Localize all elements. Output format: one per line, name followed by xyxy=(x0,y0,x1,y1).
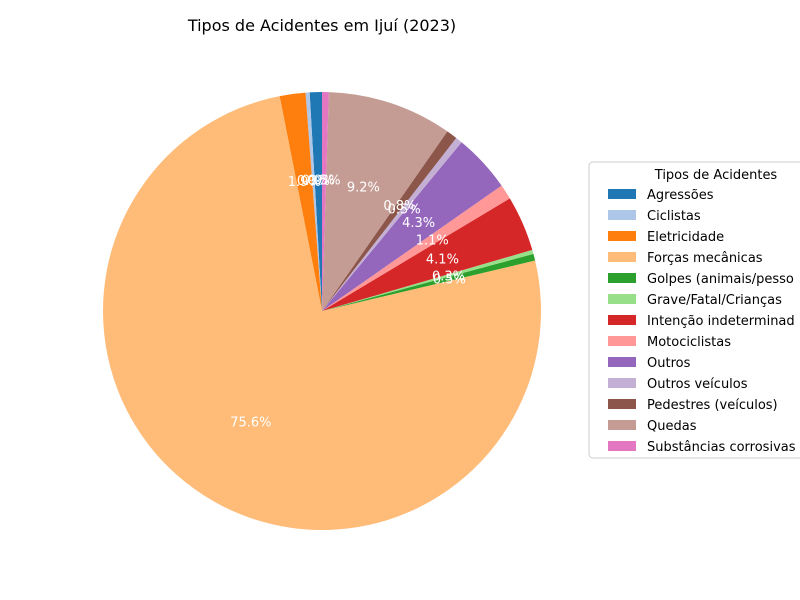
legend-label-forcas-mecanicas: Forças mecânicas xyxy=(647,251,763,266)
legend-swatch-outros-veiculos xyxy=(608,378,636,388)
slice-motociclistas xyxy=(322,185,510,311)
slice-outros-veiculos xyxy=(322,137,462,311)
percent-label-agressoes: 0.9% xyxy=(302,174,335,189)
percent-label-forcas-mecanicas: 75.6% xyxy=(230,416,271,431)
slice-outros xyxy=(322,142,502,311)
slice-forcas-mecanicas xyxy=(102,96,541,530)
legend-label-outros: Outros xyxy=(647,356,691,371)
legend-frame xyxy=(588,161,800,459)
slice-intencao-indeterminada xyxy=(322,198,533,311)
legend-label-substancias-corrosivas: Substâncias corrosivas xyxy=(647,440,796,455)
percent-label-golpes-animais-pessoas: 0.5% xyxy=(433,273,466,288)
legend-label-ciclistas: Ciclistas xyxy=(647,209,701,224)
legend-label-pedestres-veiculos: Pedestres (veículos) xyxy=(647,398,778,413)
legend-swatch-ciclistas xyxy=(608,210,636,220)
percent-label-pedestres-veiculos: 0.8% xyxy=(383,199,416,214)
legend-swatch-motociclistas xyxy=(608,336,636,346)
legend-swatch-golpes-animais-pessoas xyxy=(608,273,636,283)
percent-label-ciclistas: 0.3% xyxy=(297,174,330,189)
legend-label-quedas: Quedas xyxy=(647,419,697,434)
pie-slices xyxy=(102,92,541,530)
percent-label-outros-veiculos: 0.5% xyxy=(388,202,421,217)
slice-eletricidade xyxy=(279,92,322,312)
slice-substancias-corrosivas xyxy=(322,92,329,311)
chart-title: Tipos de Acidentes em Ijuí (2023) xyxy=(187,16,456,35)
legend-label-eletricidade: Eletricidade xyxy=(647,230,724,245)
percent-label-intencao-indeterminada: 4.1% xyxy=(426,252,459,267)
legend-swatch-agressoes xyxy=(608,189,636,199)
slice-quedas xyxy=(322,92,448,311)
legend-label-intencao-indeterminada: Intenção indeterminad xyxy=(647,314,795,329)
legend-label-grave-fatal-criancas: Grave/Fatal/Crianças xyxy=(647,293,782,308)
slice-ciclistas xyxy=(305,92,322,311)
legend-swatch-forcas-mecanicas xyxy=(608,252,636,262)
legend: Tipos de Acidentes Agressões Ciclistas Ele… xyxy=(588,161,800,459)
pie-percent-labels: 0.9%0.3%1.9%75.6%0.5%0.3%4.1%1.1%4.3%0.5… xyxy=(230,174,466,431)
legend-label-agressoes: Agressões xyxy=(647,188,714,203)
percent-label-grave-fatal-criancas: 0.3% xyxy=(432,270,465,285)
slice-agressoes xyxy=(309,92,322,311)
legend-label-outros-veiculos: Outros veículos xyxy=(647,377,748,392)
legend-swatch-pedestres-veiculos xyxy=(608,399,636,409)
legend-swatch-quedas xyxy=(608,420,636,430)
legend-label-golpes-animais-pessoas: Golpes (animais/pesso xyxy=(647,272,794,287)
legend-swatch-outros xyxy=(608,357,636,367)
legend-swatch-grave-fatal-criancas xyxy=(608,294,636,304)
percent-label-motociclistas: 1.1% xyxy=(416,234,449,249)
slice-pedestres-veiculos xyxy=(322,131,457,311)
legend-title: Tipos de Acidentes xyxy=(654,168,778,183)
percent-label-quedas: 9.2% xyxy=(347,180,380,195)
percent-label-outros: 4.3% xyxy=(402,216,435,231)
percent-label-eletricidade: 1.9% xyxy=(288,175,321,190)
legend-swatch-intencao-indeterminada xyxy=(608,315,636,325)
legend-swatch-eletricidade xyxy=(608,231,636,241)
percent-label-substancias-corrosivas: 0.5% xyxy=(308,174,341,189)
legend-swatch-substancias-corrosivas xyxy=(608,441,636,451)
slice-golpes-animais-pessoas xyxy=(322,253,536,311)
legend-label-motociclistas: Motociclistas xyxy=(647,335,731,350)
slice-grave-fatal-criancas xyxy=(322,249,534,311)
